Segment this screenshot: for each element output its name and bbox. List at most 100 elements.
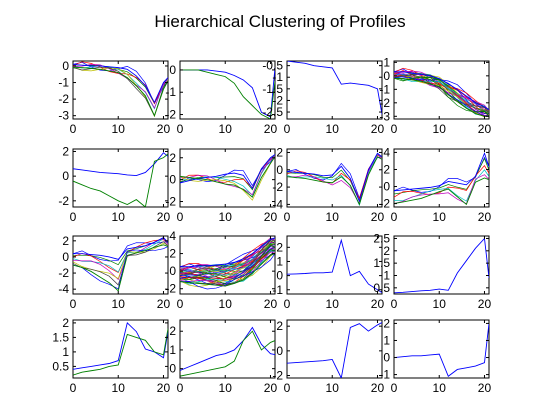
x-tick-label: 10 [112, 381, 126, 395]
series-group [287, 322, 382, 378]
y-tick-label: 0.5 [52, 359, 69, 373]
profile-line [180, 156, 275, 198]
x-tick-label: 0 [284, 122, 291, 136]
series-group [180, 326, 275, 377]
x-tick-label: 10 [219, 210, 233, 224]
profile-line [394, 71, 489, 110]
series-group [287, 61, 382, 115]
x-tick-label: 10 [326, 297, 340, 311]
axes-frame [179, 60, 276, 120]
x-tick-label: 10 [112, 122, 126, 136]
x-tick-label: 20 [157, 210, 171, 224]
y-tick-label: 1.5 [52, 330, 69, 344]
axes-frame [72, 148, 169, 208]
profile-line [394, 177, 489, 206]
x-tick-label: 20 [371, 122, 385, 136]
y-tick-label: 0 [276, 344, 283, 358]
profile-line [180, 245, 275, 280]
axes-frame [72, 319, 169, 379]
profile-line [73, 328, 168, 376]
x-tick-label: 20 [371, 210, 385, 224]
profile-line [180, 237, 275, 268]
x-tick-label: 20 [371, 297, 385, 311]
x-tick-label: 20 [478, 122, 492, 136]
profile-line [287, 152, 382, 205]
x-tick-label: 0 [391, 297, 398, 311]
x-tick-label: 0 [284, 210, 291, 224]
x-tick-label: 0 [284, 381, 291, 395]
y-tick-label: 2 [383, 244, 390, 258]
y-tick-label: 0 [276, 269, 283, 283]
y-tick-label: 0 [169, 63, 176, 77]
y-tick-label: 2 [383, 316, 390, 330]
x-tick-label: 0 [391, 381, 398, 395]
x-tick-label: 10 [112, 210, 126, 224]
y-tick-label: 2 [276, 319, 283, 333]
series-group [73, 61, 168, 118]
profile-line [180, 248, 275, 283]
profile-line [180, 253, 275, 290]
profile-line [180, 155, 275, 196]
series-group [287, 238, 382, 293]
x-tick-label: 0 [284, 297, 291, 311]
y-tick-label: -2 [58, 92, 69, 106]
y-tick-label: 0 [169, 362, 176, 376]
profile-line [394, 71, 489, 114]
subplot-1: 0 10 20 0 -1 -2 -3 [58, 59, 170, 136]
y-tick-label: 2 [62, 316, 69, 330]
x-tick-label: 10 [326, 381, 340, 395]
profile-line [73, 237, 168, 260]
y-tick-label: -1 [165, 85, 176, 99]
axes-frame [393, 235, 490, 295]
y-tick-label: 4 [169, 229, 176, 243]
y-tick-label: 2 [169, 324, 176, 338]
profile-line [180, 245, 275, 281]
x-tick-label: 10 [326, 210, 340, 224]
axes-frame [179, 319, 276, 379]
y-tick-label: 1 [383, 55, 390, 69]
x-tick-label: 10 [433, 210, 447, 224]
x-tick-label: 0 [70, 122, 77, 136]
profile-line [180, 253, 275, 287]
y-tick-label: 2 [276, 240, 283, 254]
profile-line [394, 151, 489, 192]
y-tick-label: -1 [58, 76, 69, 90]
y-tick-label: 1 [62, 345, 69, 359]
y-tick-label: -2 [165, 282, 176, 296]
profile-line [287, 238, 382, 293]
x-tick-label: 10 [433, 122, 447, 136]
profile-line [73, 61, 168, 105]
profile-line [180, 154, 275, 190]
profile-line [180, 246, 275, 279]
chart-title: Hierarchical Clustering of Profiles [154, 12, 405, 31]
y-tick-label: -3 [58, 109, 69, 123]
y-tick-label: -2 [165, 195, 176, 209]
x-tick-label: 10 [219, 297, 233, 311]
y-tick-label: 1.5 [373, 256, 390, 270]
series-group [73, 322, 168, 376]
series-group [394, 151, 489, 206]
y-tick-label: 0 [169, 173, 176, 187]
y-tick-label: -2 [272, 369, 283, 383]
x-tick-label: 20 [371, 381, 385, 395]
profile-line [287, 152, 382, 203]
subplot-12: 0 10 20 2.521.510.5 [373, 231, 491, 311]
profile-line [73, 63, 168, 109]
y-tick-label: 0 [383, 69, 390, 83]
y-tick-label: 1 [383, 333, 390, 347]
x-tick-label: 20 [264, 381, 278, 395]
y-tick-label: -1.5 [262, 82, 283, 96]
profile-line [394, 323, 489, 378]
profile-line [287, 153, 382, 207]
profile-line [287, 61, 382, 115]
y-tick-label: -1 [272, 70, 283, 84]
y-tick-label: 1 [383, 268, 390, 282]
x-tick-label: 0 [70, 210, 77, 224]
series-group [394, 237, 489, 294]
y-tick-label: -4 [58, 282, 69, 296]
y-tick-label: 4 [383, 145, 390, 159]
series-group [394, 323, 489, 378]
